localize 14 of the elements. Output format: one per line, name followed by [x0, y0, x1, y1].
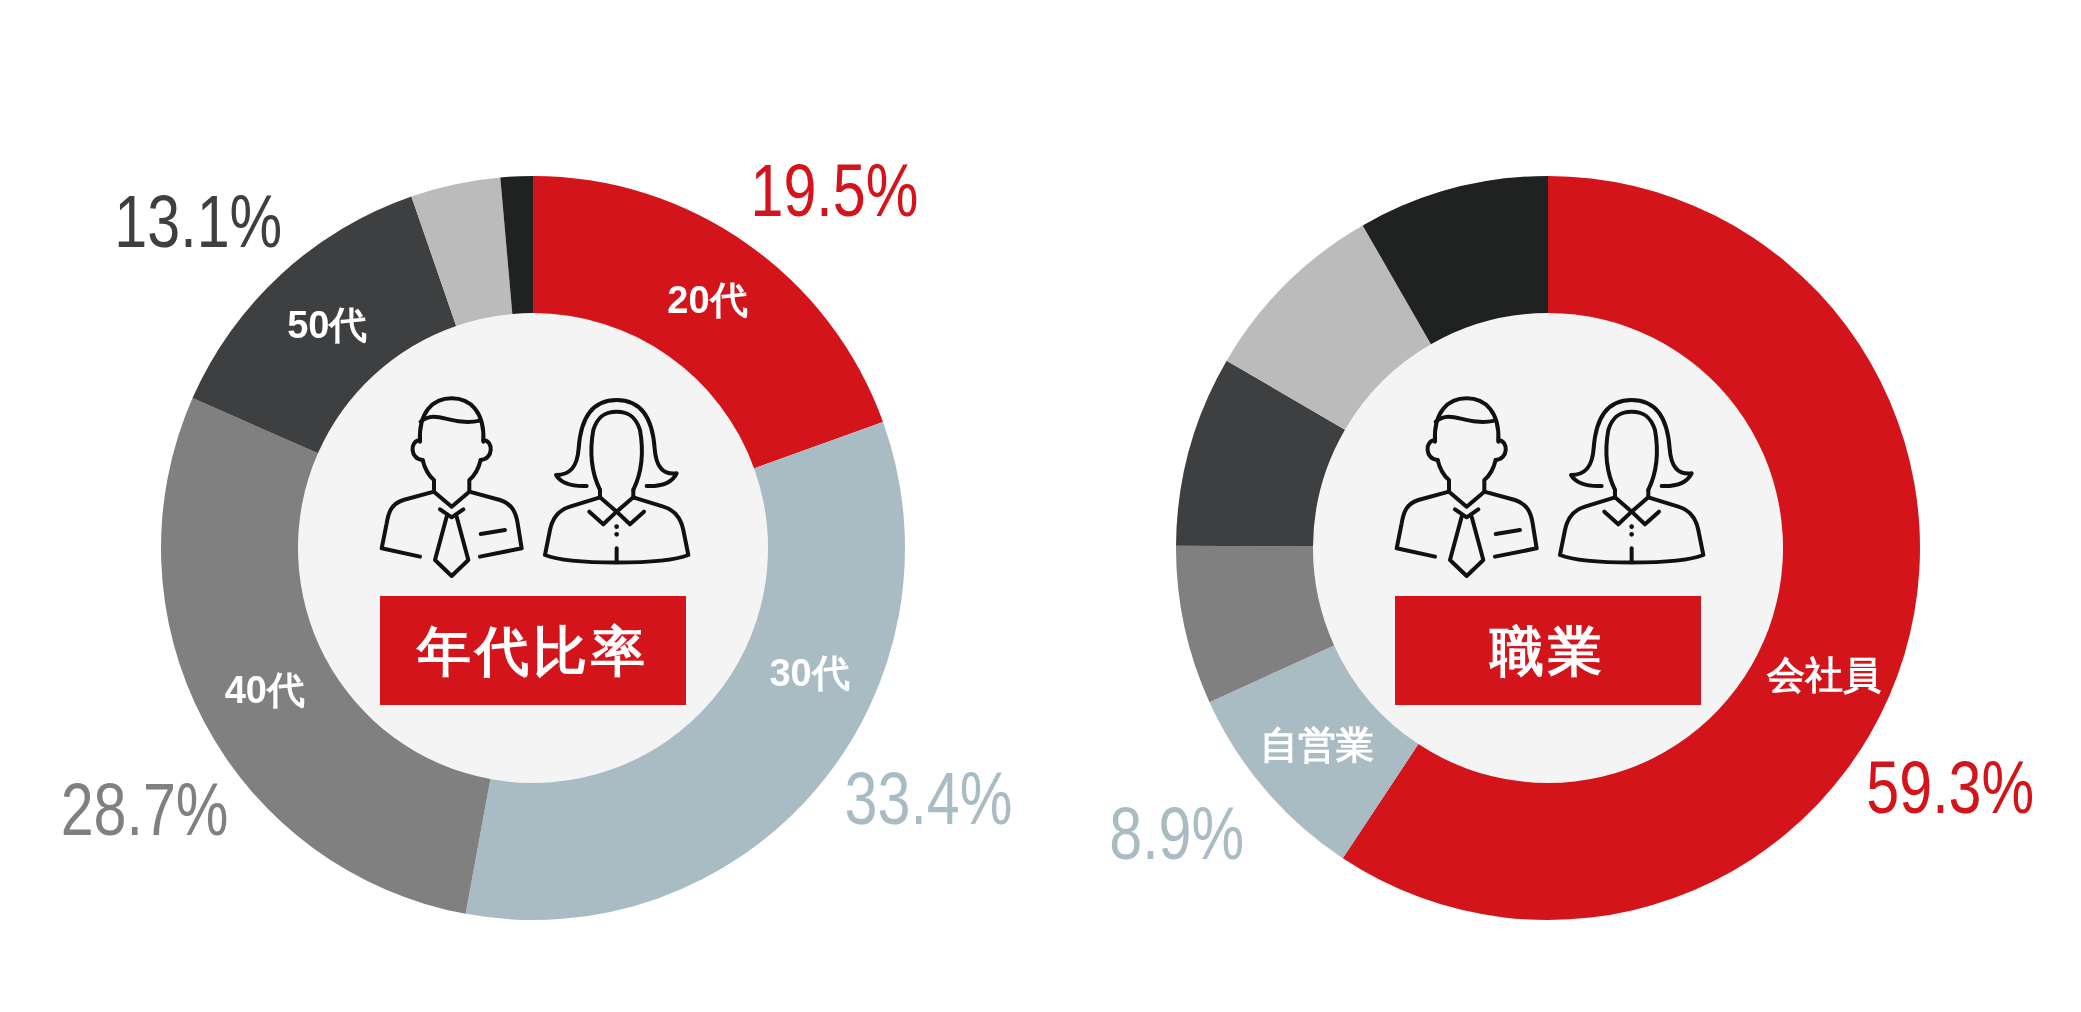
- text: 年代比率: [415, 620, 649, 681]
- slice-label: 30代: [769, 651, 850, 694]
- data-label: 28.7%: [60, 767, 229, 851]
- slice-label: 40代: [224, 669, 305, 712]
- slice-label: 50代: [287, 303, 368, 346]
- data-label: 19.5%: [750, 148, 919, 232]
- slice-label: 自営業: [1260, 724, 1375, 767]
- slice-label: 会社員: [1765, 654, 1881, 697]
- data-label: 33.4%: [844, 756, 1013, 840]
- data-label: 13.1%: [114, 179, 283, 263]
- text: 職業: [1488, 620, 1606, 681]
- slice-label: 20代: [667, 278, 748, 321]
- data-label: 59.3%: [1866, 745, 2035, 829]
- data-label: 8.9%: [1109, 791, 1245, 875]
